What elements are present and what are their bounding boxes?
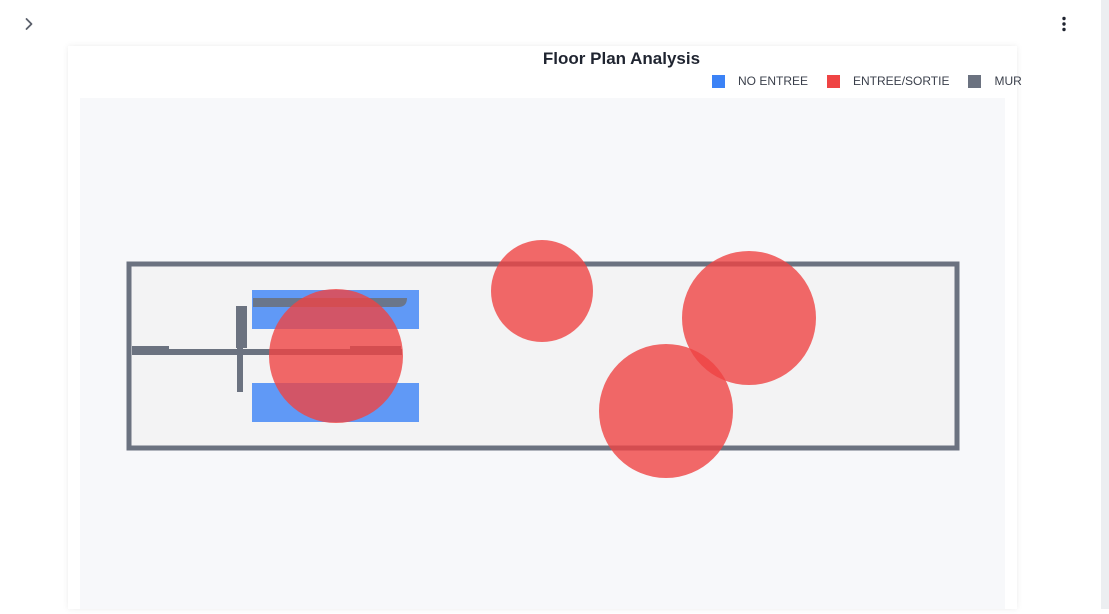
- legend-label: ENTREE/SORTIE: [853, 74, 950, 88]
- entree-sortie-circle: [599, 344, 733, 478]
- legend-label: MUR: [994, 74, 1022, 88]
- main-menu-button[interactable]: [1050, 10, 1078, 38]
- legend-item-no-entree[interactable]: NO ENTREE: [712, 74, 808, 88]
- entree-sortie-circle: [682, 251, 816, 385]
- wall-post-lower: [237, 348, 243, 392]
- floor-plan-svg: [126, 240, 960, 478]
- legend-swatch: [827, 74, 841, 88]
- wall-stub-left: [132, 346, 169, 355]
- wall-horizontal-long: [132, 349, 402, 355]
- plot-area[interactable]: [80, 98, 1005, 609]
- chevron-right-icon: [25, 18, 33, 30]
- entree-sortie-circle: [491, 240, 593, 342]
- legend-item-mur[interactable]: MUR: [968, 74, 1022, 88]
- wall-post-upper: [236, 306, 247, 348]
- entree-sortie-circle: [269, 289, 403, 423]
- legend-item-entree-sortie[interactable]: ENTREE/SORTIE: [827, 74, 949, 88]
- legend-label: NO ENTREE: [738, 74, 809, 88]
- legend-swatch: [712, 74, 725, 88]
- vertical-ellipsis-icon: [1062, 16, 1066, 32]
- legend-swatch: [968, 74, 982, 88]
- expand-sidebar-button[interactable]: [15, 10, 43, 38]
- top-bar: [0, 0, 1100, 46]
- scrollbar[interactable]: [1101, 0, 1109, 609]
- chart-title: Floor Plan Analysis: [542, 49, 701, 68]
- chart-legend: NO ENTREE ENTREE/SORTIE MUR: [712, 74, 1022, 88]
